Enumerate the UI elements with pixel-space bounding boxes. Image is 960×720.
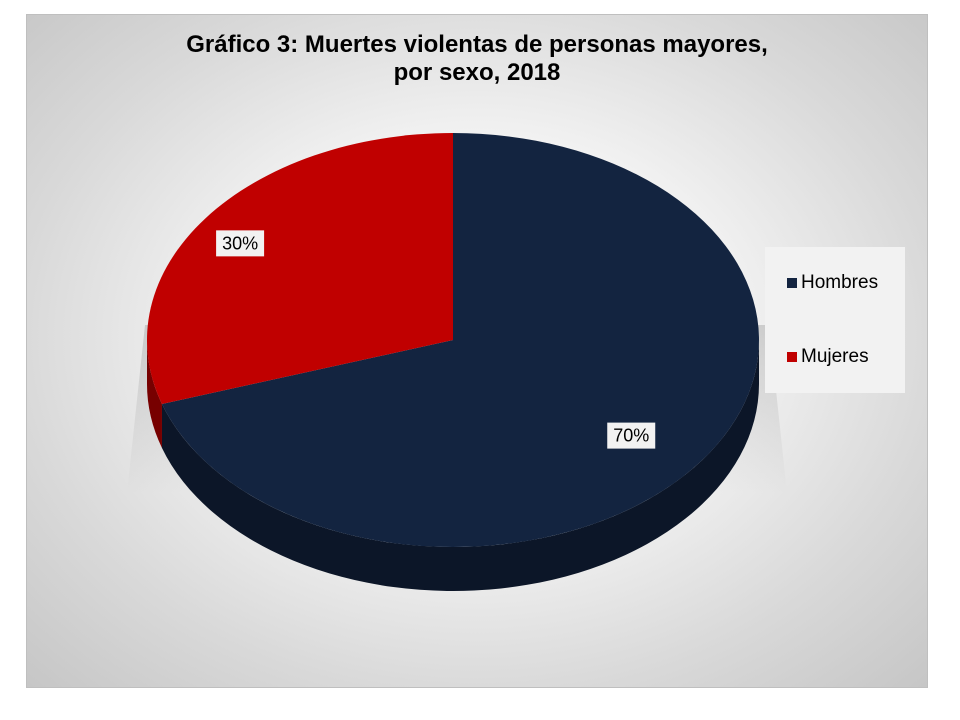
- legend-label-mujeres: Mujeres: [801, 346, 869, 367]
- chart-area: Gráfico 3: Muertes violentas de personas…: [26, 14, 928, 688]
- pie-side-mujeres: [147, 340, 162, 448]
- chart-title: Gráfico 3: Muertes violentas de personas…: [27, 31, 927, 87]
- legend: Hombres Mujeres: [765, 247, 905, 393]
- pie-slice-mujeres: [146, 133, 453, 404]
- pie-chart: 70% 30%: [127, 133, 787, 591]
- legend-swatch-hombres: [787, 278, 797, 288]
- svg-text:70%: 70%: [613, 426, 649, 446]
- data-label-hombres: 70%: [607, 422, 656, 449]
- legend-item-mujeres: Mujeres: [787, 345, 869, 369]
- pie-depth: [147, 340, 760, 591]
- legend-label-hombres: Hombres: [801, 272, 879, 293]
- pie-labels: 70% 30%: [216, 230, 656, 449]
- svg-text:30%: 30%: [222, 233, 258, 253]
- data-label-mujeres: 30%: [216, 230, 265, 257]
- chart-title-line-2: por sexo, 2018: [393, 59, 561, 86]
- pie-top: [146, 133, 760, 547]
- legend-item-hombres: Hombres: [787, 271, 878, 295]
- pie-side-hombres: [161, 340, 760, 591]
- legend-swatch-mujeres: [787, 352, 797, 362]
- chart-title-line-1: Gráfico 3: Muertes violentas de personas…: [186, 31, 768, 58]
